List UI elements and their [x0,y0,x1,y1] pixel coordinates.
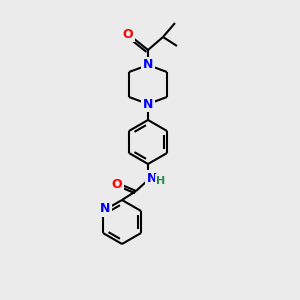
Text: N: N [100,202,110,215]
Text: N: N [147,172,157,184]
Text: N: N [143,98,153,110]
Text: O: O [112,178,122,190]
Text: N: N [143,58,153,71]
Text: H: H [156,176,166,186]
Text: O: O [123,28,133,40]
